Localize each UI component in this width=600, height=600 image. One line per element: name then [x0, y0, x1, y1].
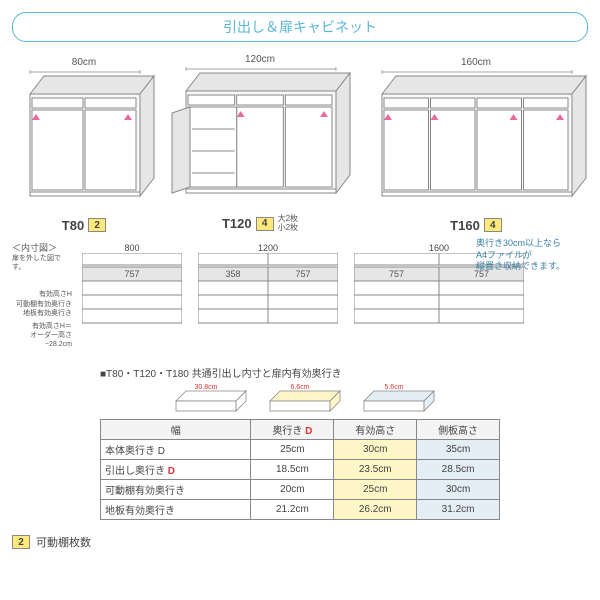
legend: 2 可動棚枚数: [12, 534, 588, 550]
cabinet-T160: 160cm T160 4: [364, 57, 588, 233]
model-name: T160: [450, 218, 480, 233]
shelf-badge: 4: [484, 218, 502, 232]
spec-table: 幅奥行き D有効高さ側板高さ本体奥行き D25cm30cm35cm引出し奥行き …: [100, 419, 500, 520]
width-label: 120cm: [168, 54, 352, 65]
cabinet-svg: [364, 70, 588, 214]
model-name: T80: [62, 218, 84, 233]
shelf-badge: 4: [256, 217, 274, 231]
model-name: T120: [222, 216, 252, 231]
cabinet-T80: 80cm T80 2: [12, 57, 156, 233]
spec-table-box: ■T80・T120・T180 共通引出し内寸と扉内有効奥行き 30.8cm 6.…: [100, 365, 500, 520]
cabinet-svg: [12, 70, 156, 214]
a4-callout: 奥行き30cm以上ならA4ファイルが縦置き収納できます。: [476, 238, 586, 273]
inner-diagram: 800 757: [82, 243, 182, 332]
svg-text:30.8cm: 30.8cm: [195, 384, 218, 391]
legend-label: 可動棚枚数: [36, 534, 91, 550]
legend-badge: 2: [12, 535, 30, 549]
inner-diagram: 1200 358 757: [198, 243, 338, 332]
svg-text:757: 757: [124, 269, 139, 279]
cabinet-svg: [168, 67, 352, 211]
svg-text:358: 358: [225, 269, 240, 279]
shelf-badge: 2: [88, 218, 106, 232]
svg-text:6.6cm: 6.6cm: [290, 384, 309, 391]
width-label: 80cm: [12, 57, 156, 68]
svg-text:757: 757: [295, 269, 310, 279]
drawer-illust: 30.8cm: [170, 383, 260, 417]
drawer-illustrations: 30.8cm 6.6cm 5.6cm: [100, 383, 500, 417]
inner-notes: ＜内寸図＞ 扉を外した図です。 有効高さH 可動棚有効奥行き 地板有効奥行き 有…: [12, 243, 72, 349]
drawer-illust: 6.6cm: [264, 383, 354, 417]
cabinet-illustrations: 80cm T80 2 120cm: [12, 54, 588, 233]
cabinet-T120: 120cm T120 4 大2枚小2枚: [168, 54, 352, 233]
svg-text:757: 757: [389, 269, 404, 279]
svg-text:5.6cm: 5.6cm: [384, 384, 403, 391]
section-title: 引出し＆扉キャビネット: [12, 12, 588, 42]
drawer-illust: 5.6cm: [358, 383, 448, 417]
width-label: 160cm: [364, 57, 588, 68]
spec-title: ■T80・T120・T180 共通引出し内寸と扉内有効奥行き: [100, 365, 500, 380]
